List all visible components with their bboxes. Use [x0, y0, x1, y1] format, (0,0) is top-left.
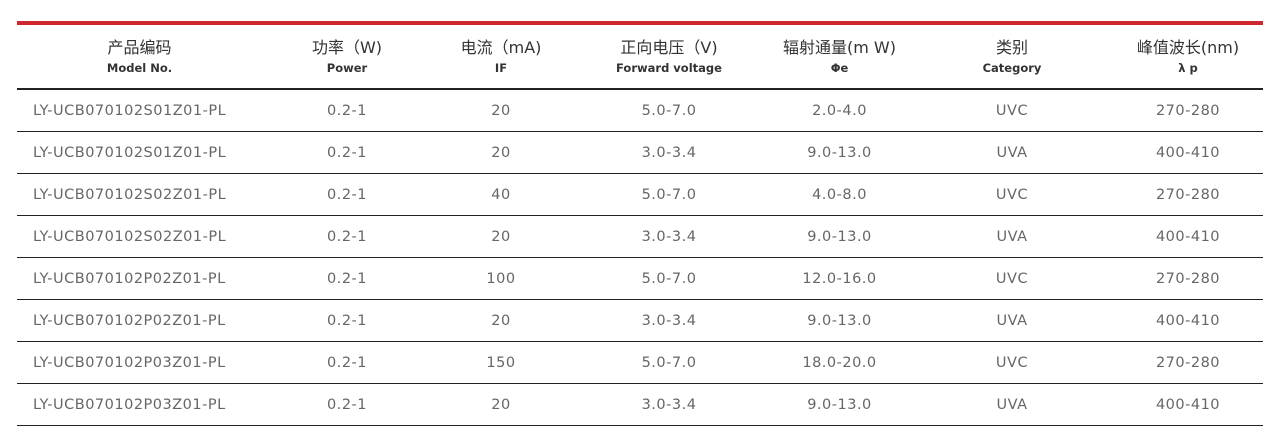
table-cell: 9.0-13.0 — [768, 131, 911, 174]
table-cell: 0.2-1 — [262, 215, 432, 258]
table-cell: 9.0-13.0 — [768, 215, 911, 258]
column-header-en: Forward voltage — [616, 60, 722, 75]
table-cell: 9.0-13.0 — [768, 299, 911, 342]
table-cell: 270-280 — [1113, 173, 1263, 216]
table-cell: 0.2-1 — [262, 383, 432, 426]
column-header-cn: 功率（W) — [311, 37, 383, 57]
table-cell: LY-UCB070102P03Z01-PL — [17, 383, 262, 426]
table-cell: 0.2-1 — [262, 341, 432, 384]
table-cell: UVC — [911, 89, 1113, 132]
table-cell: 270-280 — [1113, 257, 1263, 300]
column-header: 辐射通量(m W) Φe — [768, 25, 911, 90]
column-header-en: λ p — [1178, 60, 1198, 75]
table-cell: 5.0-7.0 — [570, 341, 768, 384]
column-header-en: Category — [982, 60, 1042, 75]
table-row: LY-UCB070102P03Z01-PL 0.2-1 150 5.0-7.0 18.0… — [17, 341, 1263, 384]
column-header-cn: 正向电压（V) — [620, 37, 718, 57]
table-cell: 2.0-4.0 — [768, 89, 911, 132]
table-cell: 5.0-7.0 — [570, 173, 768, 216]
table-cell: 270-280 — [1113, 341, 1263, 384]
table-cell: 100 — [432, 257, 570, 300]
table-cell: 0.2-1 — [262, 173, 432, 216]
table-cell: LY-UCB070102S01Z01-PL — [17, 89, 262, 132]
table-cell: 400-410 — [1113, 383, 1263, 426]
table-row: LY-UCB070102S02Z01-PL 0.2-1 20 3.0-3.4 9.0-1… — [17, 215, 1263, 258]
table-cell: LY-UCB070102P02Z01-PL — [17, 299, 262, 342]
table-cell: 5.0-7.0 — [570, 257, 768, 300]
table-cell: 20 — [432, 383, 570, 426]
table-cell: 40 — [432, 173, 570, 216]
column-header: 产品编码 Model No. — [17, 25, 262, 90]
table-cell: 9.0-13.0 — [768, 383, 911, 426]
spec-table-container: 产品编码 Model No. 功率（W) Power 电流（mA) IF 正向电压（V) Fo… — [17, 21, 1263, 426]
table-cell: 3.0-3.4 — [570, 383, 768, 426]
table-cell: 3.0-3.4 — [570, 299, 768, 342]
column-header-cn: 电流（mA) — [460, 37, 542, 57]
table-cell: 20 — [432, 215, 570, 258]
table-cell: LY-UCB070102P02Z01-PL — [17, 257, 262, 300]
table-cell: 20 — [432, 131, 570, 174]
table-cell: 0.2-1 — [262, 89, 432, 132]
table-cell: 3.0-3.4 — [570, 215, 768, 258]
table-row: LY-UCB070102P03Z01-PL 0.2-1 20 3.0-3.4 9.0-1… — [17, 383, 1263, 426]
column-header-en: Model No. — [106, 60, 173, 75]
table-cell: 5.0-7.0 — [570, 89, 768, 132]
table-cell: 400-410 — [1113, 131, 1263, 174]
table-cell: UVA — [911, 299, 1113, 342]
column-header-cn: 辐射通量(m W) — [783, 37, 896, 57]
column-header-en: Power — [326, 60, 368, 75]
table-cell: 12.0-16.0 — [768, 257, 911, 300]
table-cell: UVA — [911, 383, 1113, 426]
column-header: 类别 Category — [911, 25, 1113, 90]
table-cell: 0.2-1 — [262, 131, 432, 174]
accent-rule — [17, 21, 1263, 25]
table-cell: 270-280 — [1113, 89, 1263, 132]
table-row: LY-UCB070102P02Z01-PL 0.2-1 20 3.0-3.4 9.0-1… — [17, 299, 1263, 342]
column-header-cn: 类别 — [995, 37, 1028, 57]
table-cell: LY-UCB070102S02Z01-PL — [17, 215, 262, 258]
table-cell: UVC — [911, 341, 1113, 384]
table-header-row: 产品编码 Model No. 功率（W) Power 电流（mA) IF 正向电压（V) Fo… — [17, 25, 1263, 90]
table-cell: LY-UCB070102P03Z01-PL — [17, 341, 262, 384]
column-header: 电流（mA) IF — [432, 25, 570, 90]
column-header: 峰值波长(nm) λ p — [1113, 25, 1263, 90]
column-header: 正向电压（V) Forward voltage — [570, 25, 768, 90]
column-header-en: Φe — [830, 60, 849, 75]
table-row: LY-UCB070102S01Z01-PL 0.2-1 20 3.0-3.4 9.0-1… — [17, 131, 1263, 174]
table-cell: UVA — [911, 215, 1113, 258]
table-cell: 4.0-8.0 — [768, 173, 911, 216]
column-header-cn: 产品编码 — [107, 37, 172, 57]
table-cell: 18.0-20.0 — [768, 341, 911, 384]
table-cell: UVA — [911, 131, 1113, 174]
table-cell: 0.2-1 — [262, 257, 432, 300]
table-cell: 0.2-1 — [262, 299, 432, 342]
table-cell: UVC — [911, 257, 1113, 300]
table-cell: UVC — [911, 173, 1113, 216]
spec-table: 产品编码 Model No. 功率（W) Power 电流（mA) IF 正向电压（V) Fo… — [17, 25, 1263, 426]
table-cell: 3.0-3.4 — [570, 131, 768, 174]
table-cell: 400-410 — [1113, 215, 1263, 258]
table-cell: 20 — [432, 299, 570, 342]
table-cell: 400-410 — [1113, 299, 1263, 342]
column-header-cn: 峰值波长(nm) — [1136, 37, 1240, 57]
column-header: 功率（W) Power — [262, 25, 432, 90]
table-row: LY-UCB070102S02Z01-PL 0.2-1 40 5.0-7.0 4.0-8… — [17, 173, 1263, 216]
table-cell: LY-UCB070102S02Z01-PL — [17, 173, 262, 216]
table-cell: 150 — [432, 341, 570, 384]
column-header-en: IF — [494, 60, 508, 75]
table-row: LY-UCB070102P02Z01-PL 0.2-1 100 5.0-7.0 12.0… — [17, 257, 1263, 300]
table-row: LY-UCB070102S01Z01-PL 0.2-1 20 5.0-7.0 2.0-4… — [17, 89, 1263, 132]
table-cell: 20 — [432, 89, 570, 132]
table-cell: LY-UCB070102S01Z01-PL — [17, 131, 262, 174]
